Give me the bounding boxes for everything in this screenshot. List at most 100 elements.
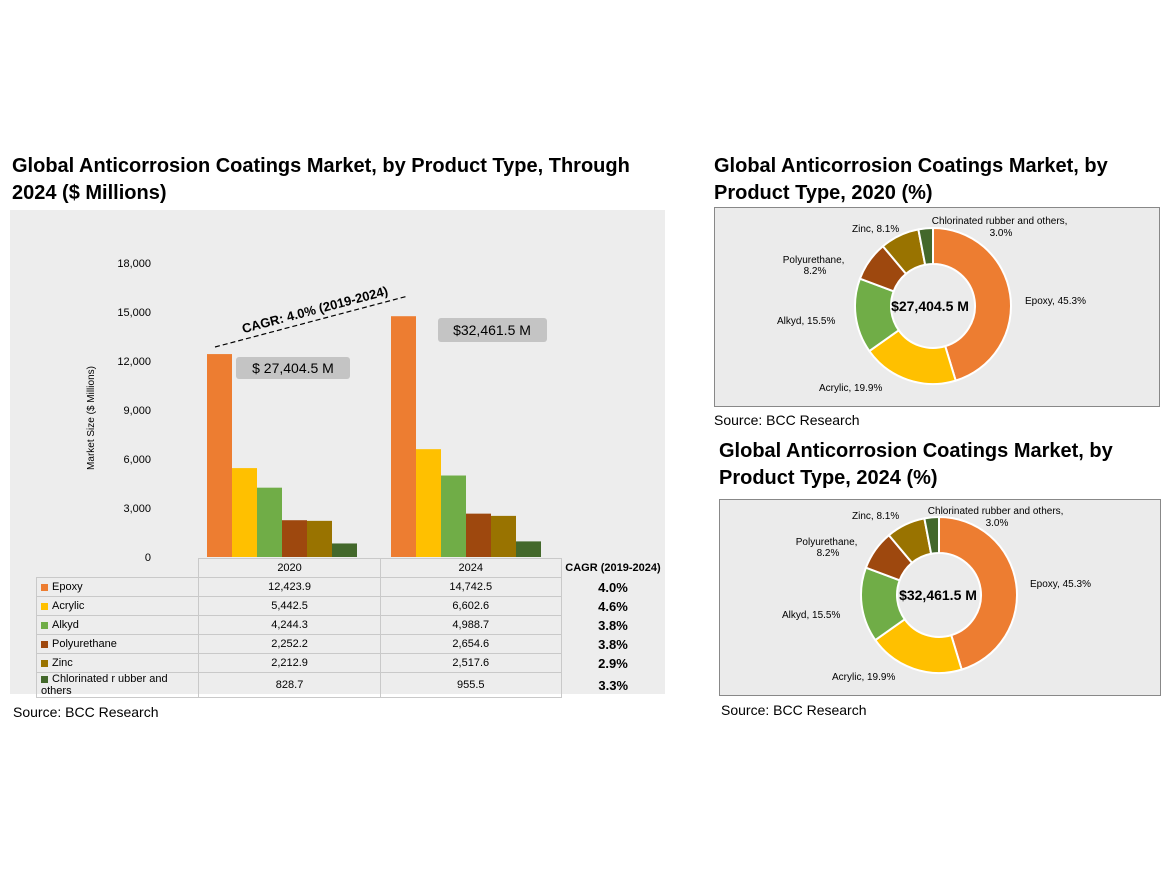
series-label: Zinc xyxy=(52,657,73,669)
total-2020-callout-box xyxy=(236,357,350,379)
bar-chart-title: Global Anticorrosion Coatings Market, by… xyxy=(12,155,630,204)
bar-series-group xyxy=(207,316,541,557)
bar-zinc-2024 xyxy=(491,515,516,557)
table-header-row: 2020 2024 CAGR (2019-2024) xyxy=(37,558,665,578)
polyurethane-swatch xyxy=(41,640,48,648)
pie-slice-label-chlorinated: Chlorinated rubber and others, 3.0% xyxy=(932,216,1070,239)
alkyd-swatch xyxy=(41,621,48,629)
table-cell: 4,244.3 xyxy=(198,615,381,635)
bar-alkyd-2020 xyxy=(257,487,282,557)
series-label: Acrylic xyxy=(52,600,85,612)
column-header-2024: 2024 xyxy=(379,558,562,578)
pie-slice-label-zinc: Zinc, 8.1% xyxy=(852,511,899,522)
pie-2020-panel: $27,404.5 M Epoxy, 45.3% Acrylic, 19.9% … xyxy=(714,207,1160,407)
cagr-cell: 4.6% xyxy=(598,598,628,614)
bar-epoxy-2020 xyxy=(207,354,232,557)
pie-slice-label-zinc: Zinc, 8.1% xyxy=(852,224,899,235)
pie-slice-epoxy xyxy=(932,226,1012,382)
table-row: Zinc 2,212.9 2,517.6 2.9% xyxy=(35,653,665,673)
pie-2020-source: Source: BCC Research xyxy=(714,412,860,428)
bar-zinc-2020 xyxy=(307,520,332,557)
bar-chart-panel: 0 3,000 6,000 9,000 12,000 15,000 18,000 Marke… xyxy=(10,210,665,698)
table-cell: 2,517.6 xyxy=(379,653,562,673)
label-line: Polyurethane, xyxy=(796,537,858,548)
y-tick-label: 6,000 xyxy=(123,454,151,466)
data-table: 2020 2024 CAGR (2019-2024) Epoxy 12,423.… xyxy=(35,558,665,698)
label-line: Polyurethane, xyxy=(783,255,845,266)
pie-2024-title: Global Anticorrosion Coatings Market, by… xyxy=(719,440,1113,489)
y-tick-label: 9,000 xyxy=(123,405,151,417)
pie-slice-label-epoxy: Epoxy, 45.3% xyxy=(1025,296,1086,307)
pie-slice-label-acrylic: Acrylic, 19.9% xyxy=(819,383,882,394)
table-cell: 2,212.9 xyxy=(198,653,381,673)
table-row: Chlorinated r ubber and others 828.7 955… xyxy=(35,672,665,698)
label-line: 3.0% xyxy=(986,518,1009,529)
pie-2020-title: Global Anticorrosion Coatings Market, by… xyxy=(714,155,1108,204)
y-tick-label: 15,000 xyxy=(117,307,151,319)
pie-2024-source: Source: BCC Research xyxy=(721,702,867,718)
bar-acrylic-2024 xyxy=(416,449,441,557)
acrylic-swatch xyxy=(41,602,48,610)
y-axis-label: Market Size ($ Millions) xyxy=(86,366,97,470)
table-row: Polyurethane 2,252.2 2,654.6 3.8% xyxy=(35,634,665,654)
pie-slice-label-epoxy: Epoxy, 45.3% xyxy=(1030,579,1091,590)
chlorinated-swatch xyxy=(41,675,48,683)
pie-slice-label-alkyd: Alkyd, 15.5% xyxy=(777,316,835,327)
pie-slice-chlorinated xyxy=(917,226,934,266)
cagr-cell: 4.0% xyxy=(598,579,628,595)
pie-slice-label-polyurethane: Polyurethane, 8.2% xyxy=(783,255,848,277)
total-2024-callout-box xyxy=(438,318,547,342)
bar-alkyd-2024 xyxy=(441,475,466,557)
cagr-cell: 3.8% xyxy=(598,636,628,652)
bar-epoxy-2024 xyxy=(391,316,416,557)
pie-slice-label-polyurethane: Polyurethane, 8.2% xyxy=(796,537,861,559)
y-axis: 0 3,000 6,000 9,000 12,000 15,000 18,000 xyxy=(117,258,151,564)
zinc-swatch xyxy=(41,659,48,667)
table-cell: 6,602.6 xyxy=(379,596,562,616)
total-2024-callout: $32,461.5 M xyxy=(453,322,531,338)
table-cell: 828.7 xyxy=(198,672,381,698)
cagr-cell: 3.3% xyxy=(598,677,629,693)
bar-chlorinated-2024 xyxy=(516,541,541,557)
table-cell: 2,654.6 xyxy=(379,634,562,654)
pie-2020-slices xyxy=(854,226,1012,385)
table-cell: 4,988.7 xyxy=(379,615,562,635)
pie-2020-chart: $27,404.5 M Epoxy, 45.3% Acrylic, 19.9% … xyxy=(777,216,1086,394)
series-label: Epoxy xyxy=(52,581,83,593)
pie-slice-label-chlorinated: Chlorinated rubber and others, 3.0% xyxy=(928,506,1066,529)
y-tick-label: 0 xyxy=(145,552,151,564)
pie-2024-slices xyxy=(860,515,1018,674)
bar-polyurethane-2024 xyxy=(466,513,491,557)
total-2020-callout: $ 27,404.5 M xyxy=(252,360,334,376)
series-label: Chlorinated r ubber and others xyxy=(41,673,168,697)
bar-chlorinated-2020 xyxy=(332,543,357,557)
column-header-cagr: CAGR (2019-2024) xyxy=(565,562,661,574)
table-cell: 2,252.2 xyxy=(198,634,381,654)
pie-slice-label-acrylic: Acrylic, 19.9% xyxy=(832,672,895,683)
label-line: 8.2% xyxy=(817,548,840,559)
label-line: 3.0% xyxy=(990,228,1013,239)
pie-slice-chlorinated xyxy=(923,515,940,555)
cagr-trend-line xyxy=(214,295,409,348)
pie-2024-center-label: $32,461.5 M xyxy=(899,587,977,603)
column-header-2020: 2020 xyxy=(198,558,381,578)
table-cell: 14,742.5 xyxy=(379,577,562,597)
bar-acrylic-2020 xyxy=(232,468,257,557)
y-tick-label: 12,000 xyxy=(117,356,151,368)
label-line: Chlorinated rubber and others, xyxy=(932,216,1068,227)
series-label: Alkyd xyxy=(52,619,79,631)
bar-chart: 0 3,000 6,000 9,000 12,000 15,000 18,000 Marke… xyxy=(86,258,547,564)
label-line: 8.2% xyxy=(804,266,827,277)
pie-slice-epoxy xyxy=(938,515,1018,671)
bar-polyurethane-2020 xyxy=(282,520,307,557)
table-row: Alkyd 4,244.3 4,988.7 3.8% xyxy=(35,615,665,635)
cagr-cell: 2.9% xyxy=(598,655,628,671)
table-cell: 5,442.5 xyxy=(198,596,381,616)
y-tick-label: 18,000 xyxy=(117,258,151,270)
pie-2020-center-label: $27,404.5 M xyxy=(891,298,969,314)
series-label: Polyurethane xyxy=(52,638,117,650)
table-row: Epoxy 12,423.9 14,742.5 4.0% xyxy=(35,577,665,597)
epoxy-swatch xyxy=(41,583,48,591)
y-tick-label: 3,000 xyxy=(123,503,151,515)
cagr-overall-label: CAGR: 4.0% (2019-2024) xyxy=(240,283,389,336)
